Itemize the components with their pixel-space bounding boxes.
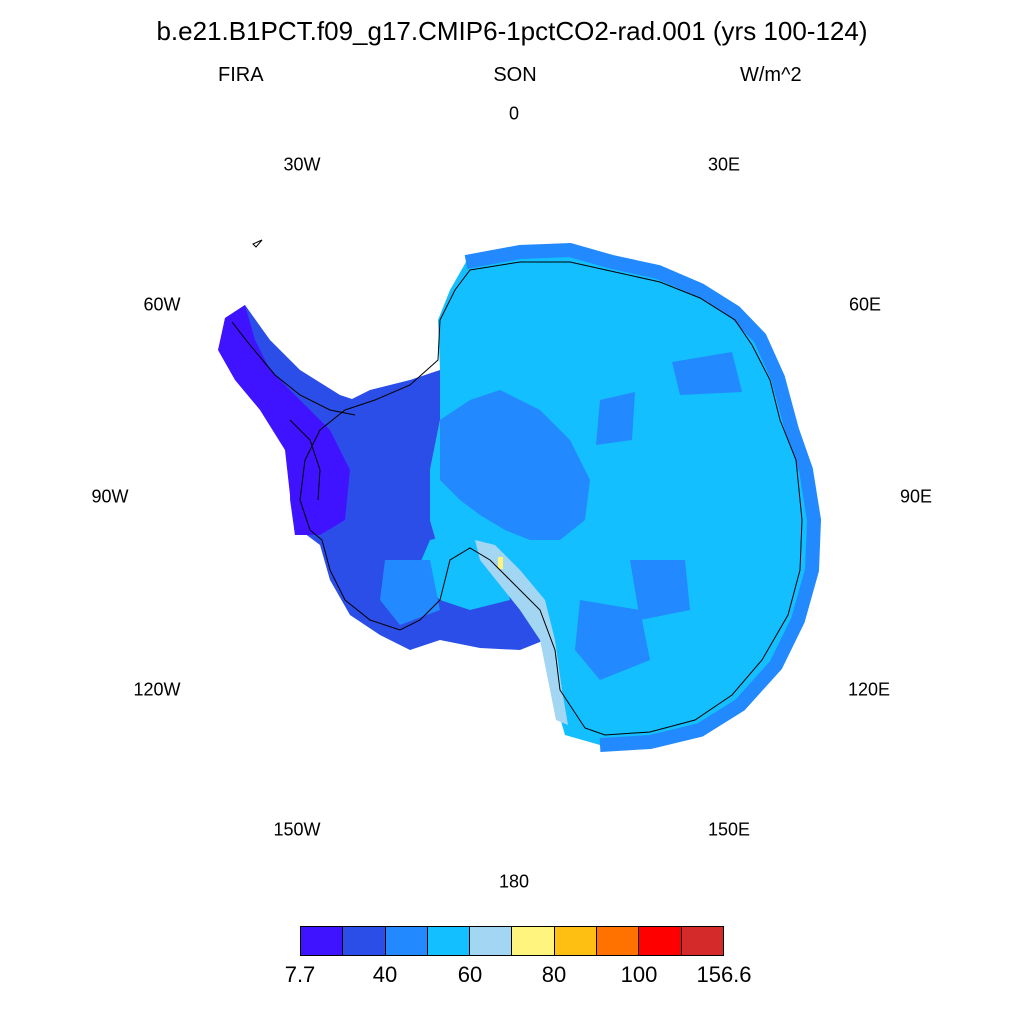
ice-shelf-region (475, 540, 568, 725)
variable-label: FIRA (218, 64, 264, 86)
colorbar-label-40: 40 (372, 962, 398, 987)
lon-label-0: 0 (508, 103, 520, 124)
colorbar-box-9 (681, 927, 723, 955)
coastline (299, 261, 803, 736)
colorbar-box-7 (597, 927, 640, 955)
lon-label-30e: 30E (707, 154, 741, 175)
lon-label-60w: 60W (143, 294, 181, 315)
colorbar-label-100: 100 (620, 962, 658, 987)
interior-patch (630, 560, 690, 620)
interior-patch (672, 352, 742, 395)
colorbar-label-60: 60 (457, 962, 483, 987)
hotspot-cell (498, 557, 503, 569)
lon-label-60e: 60E (848, 294, 882, 315)
lon-label-30w: 30W (283, 154, 321, 175)
lon-label-90w: 90W (91, 486, 129, 507)
interior-patch (575, 600, 650, 680)
colorbar-label-max: 156.6 (696, 962, 752, 987)
west-mid-patch (380, 560, 440, 625)
colorbar-label-80: 80 (541, 962, 567, 987)
colorbar-box-5 (512, 927, 555, 955)
lon-label-150w: 150W (273, 819, 321, 840)
interior-patch (596, 392, 635, 445)
colorbar-box-1 (343, 927, 386, 955)
antarctica-field (218, 239, 822, 752)
coastal-rim (464, 242, 822, 752)
lon-label-90e: 90E (899, 486, 933, 507)
colorbar (300, 926, 724, 956)
colorbar-box-6 (554, 927, 598, 955)
colorbar-label-min: 7.7 (284, 962, 316, 987)
units-label: W/m^2 (740, 64, 802, 86)
lon-label-150e: 150E (707, 819, 751, 840)
island-outline (252, 239, 263, 248)
season-label: SON (493, 64, 537, 86)
colorbar-box-2 (385, 927, 428, 955)
colorbar-box-3 (427, 927, 471, 955)
plot-title: b.e21.B1PCT.f09_g17.CMIP6-1pctCO2-rad.00… (156, 16, 868, 46)
peninsula-deep (218, 305, 350, 535)
lon-label-120e: 120E (847, 679, 891, 700)
colorbar-box-0 (301, 927, 344, 955)
interior-region (440, 390, 590, 540)
colorbar-box-8 (639, 927, 682, 955)
peninsula-coastline (231, 321, 356, 501)
lon-label-180: 180 (498, 871, 530, 892)
colorbar-box-4 (470, 927, 513, 955)
lon-label-120w: 120W (133, 679, 181, 700)
